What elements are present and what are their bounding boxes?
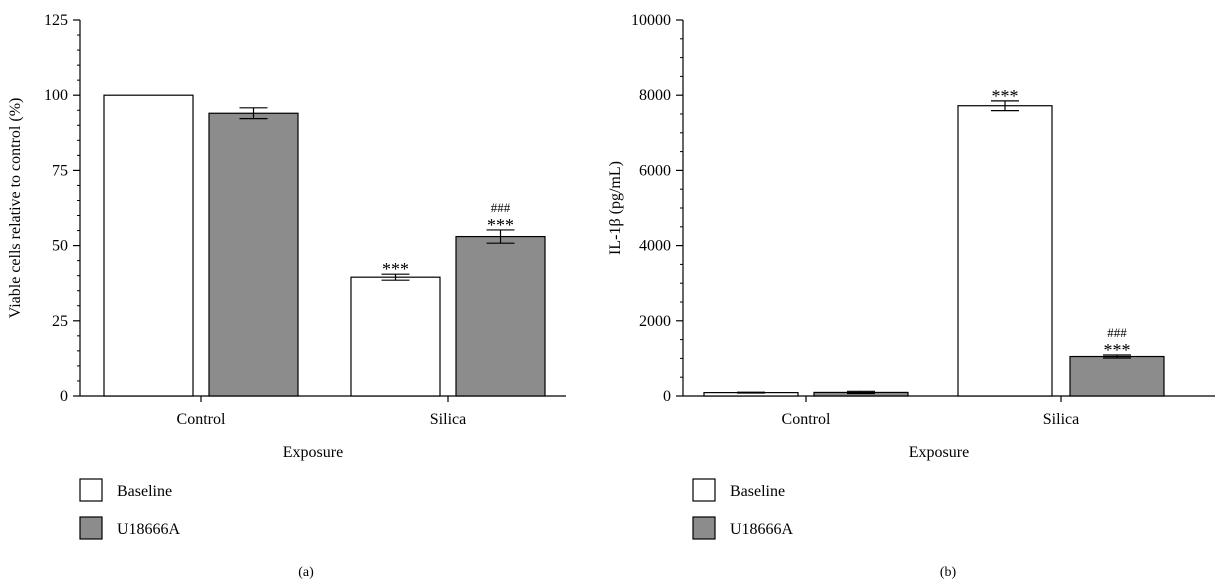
y-tick-label: 125 [44, 12, 68, 29]
y-axis-label: Viable cells relative to control (%) [7, 98, 24, 319]
significance-hashes: ### [1107, 325, 1127, 340]
legend-swatch [79, 516, 103, 540]
significance-stars: *** [487, 215, 514, 235]
bar [208, 112, 299, 397]
bar [1069, 355, 1165, 397]
legend-swatch [692, 478, 716, 502]
x-tick-label: Control [177, 411, 226, 428]
y-tick-label: 4000 [639, 238, 671, 255]
y-axis-label: IL-1β (pg/mL) [607, 161, 624, 255]
y-tick-label: 0 [60, 388, 68, 405]
y-tick-label: 50 [52, 238, 68, 255]
legend-swatch [692, 516, 716, 540]
x-tick-label: Silica [1043, 411, 1079, 428]
bar [455, 235, 546, 397]
legend-label: Baseline [117, 483, 172, 500]
significance-stars: *** [1104, 340, 1131, 360]
y-tick-label: 75 [52, 162, 68, 179]
legend-label: U18666A [117, 521, 181, 538]
x-axis-label: Exposure [909, 444, 969, 461]
significance-stars: *** [992, 86, 1019, 106]
legend-label: Baseline [730, 483, 785, 500]
legend-label: U18666A [730, 521, 794, 538]
y-tick-label: 8000 [639, 87, 671, 104]
y-tick-label: 0 [663, 388, 671, 405]
panel-label: (a) [298, 565, 314, 580]
y-tick-label: 10000 [631, 12, 671, 29]
significance-hashes: ### [491, 200, 511, 215]
panel-label: (b) [940, 565, 957, 580]
bar [957, 105, 1053, 397]
bar [103, 94, 194, 397]
y-tick-label: 100 [44, 87, 68, 104]
x-axis-label: Exposure [283, 444, 343, 461]
significance-stars: *** [382, 259, 409, 279]
x-tick-label: Control [782, 411, 831, 428]
y-tick-label: 25 [52, 313, 68, 330]
x-tick-label: Silica [430, 411, 466, 428]
y-tick-label: 2000 [639, 313, 671, 330]
bar [350, 276, 441, 397]
legend-swatch [79, 478, 103, 502]
y-tick-label: 6000 [639, 162, 671, 179]
